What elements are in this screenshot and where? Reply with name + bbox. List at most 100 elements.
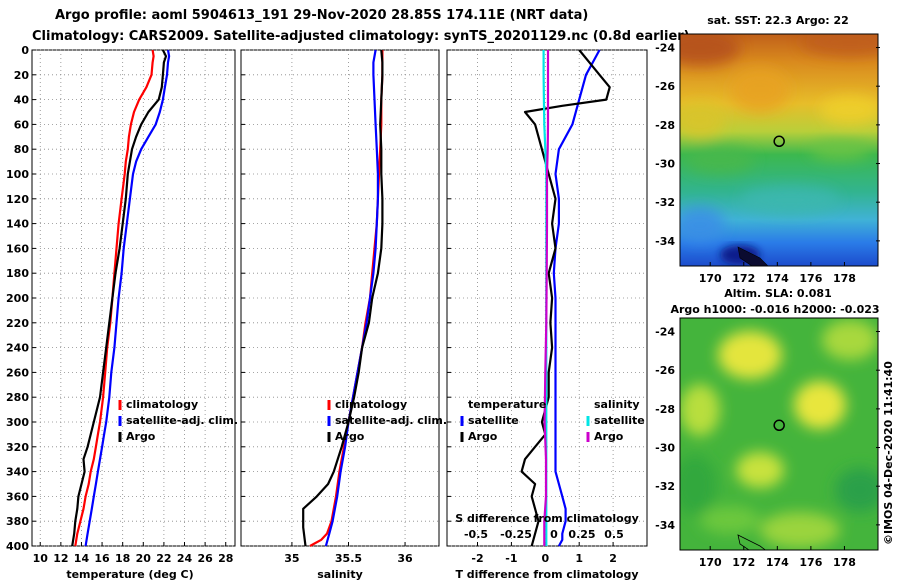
x-tick-label: 14: [74, 552, 90, 565]
sst-lon-ticks: 170 172 174 176 178: [699, 262, 856, 285]
s-tick-label: 0.25: [568, 528, 595, 541]
figure-title-line2: Climatology: CARS2009. Satellite-adjuste…: [32, 29, 690, 44]
x-tick-label: 0: [541, 552, 549, 565]
depth-tick-label: 220: [6, 317, 29, 330]
depth-tick-label: 180: [6, 267, 29, 280]
lat-tick-label: -30: [655, 158, 675, 171]
legend-temp-satellite: satellite: [468, 414, 519, 427]
salinity-xlabel: salinity: [317, 568, 363, 580]
legend-argo: Argo: [335, 430, 365, 443]
temperature-xlabel: temperature (deg C): [66, 568, 193, 580]
x-tick-label: 35: [284, 552, 299, 565]
depth-axis: 0 20 40 60 80 100 120 140 160 180 200 220 240 260 280 3…: [6, 44, 29, 553]
x-tick-label: 36: [397, 552, 413, 565]
lon-tick-label: 176: [799, 556, 822, 569]
temperature-plot-frame: [31, 49, 236, 547]
series-line-satellite-adj-clim-: [84, 49, 171, 547]
depth-tick-label: 40: [14, 94, 30, 107]
argo-location-marker: [773, 419, 785, 432]
depth-tick-label: 340: [6, 466, 29, 479]
x-tick-label: 1: [575, 552, 583, 565]
lat-tick-label: -26: [655, 80, 675, 93]
s-tick-label: -0.5: [464, 528, 488, 541]
sla-lon-ticks: 170 172 174 176 178: [699, 546, 856, 569]
temperature-panel: 10 12 14 16 18 20 22 24 26 28 temperature (deg C)…: [31, 49, 238, 580]
s-difference-label: S difference from climatology: [455, 512, 639, 525]
legend-temp-argo: Argo: [468, 430, 498, 443]
lat-tick-label: -34: [655, 235, 675, 248]
sla-map-frame: [679, 317, 879, 551]
s-tick-label: 0: [550, 528, 558, 541]
s-tick-label: 0.5: [604, 528, 624, 541]
lon-tick-label: 170: [699, 556, 722, 569]
depth-tick-label: 100: [6, 168, 29, 181]
salinity-panel: 35 35.5 36 salinity climatology satellite-…: [240, 49, 447, 580]
x-tick-label: 18: [115, 552, 130, 565]
salinity-x-ticks: 35 35.5 36: [284, 552, 413, 565]
lat-tick-label: -28: [655, 119, 675, 132]
lat-tick-label: -24: [655, 326, 675, 339]
depth-tick-label: 400: [6, 540, 29, 553]
temperature-lines: [71, 49, 171, 547]
depth-tick-label: 320: [6, 441, 29, 454]
x-tick-label: 2: [609, 552, 617, 565]
sla-map-title: Altim. SLA: 0.081: [724, 287, 831, 300]
x-tick-label: 26: [197, 552, 213, 565]
lat-tick-label: -32: [655, 480, 675, 493]
legend-temperature-title: temperature: [468, 398, 546, 411]
series-line-argo: [71, 49, 168, 547]
depth-tick-label: 300: [6, 416, 29, 429]
series-line-temperature-argo: [520, 49, 611, 547]
sst-lat-ticks: -24 -26 -28 -30 -32 -34: [655, 42, 880, 248]
credit-timestamp: ©IMOS 04-Dec-2020 11:41:40: [882, 361, 895, 545]
series-line-temperature-satellite: [552, 49, 601, 547]
x-tick-label: 22: [156, 552, 171, 565]
difference-panel: -2 -1 0 1 2 -0.5 -0.25 0 0.25 0.5 S difference f…: [446, 49, 648, 580]
depth-tick-label: 60: [14, 118, 30, 131]
x-tick-label: 35.5: [335, 552, 362, 565]
x-tick-label: 12: [53, 552, 68, 565]
depth-tick-label: 200: [6, 292, 29, 305]
x-tick-label: 28: [218, 552, 233, 565]
s-tick-label: -0.25: [500, 528, 532, 541]
legend-satellite-adj: satellite-adj. clim.: [335, 414, 447, 427]
depth-tick-label: 160: [6, 242, 29, 255]
legend-sal-satellite: satellite: [594, 414, 645, 427]
x-tick-label: 20: [136, 552, 152, 565]
lon-tick-label: 176: [799, 272, 822, 285]
lon-tick-label: 178: [833, 272, 856, 285]
depth-tick-label: 240: [6, 342, 29, 355]
depth-tick-label: 280: [6, 391, 29, 404]
legend-satellite-adj: satellite-adj. clim.: [126, 414, 238, 427]
series-line-satellite-adj-clim-: [324, 49, 379, 547]
lon-tick-label: 170: [699, 272, 722, 285]
legend-salinity-title: salinity: [594, 398, 640, 411]
legend-climatology: climatology: [335, 398, 407, 411]
coastline: [737, 246, 769, 266]
x-tick-label: -1: [505, 552, 517, 565]
difference-x-ticks: -2 -1 0 1 2: [471, 552, 617, 565]
lat-tick-label: -24: [655, 42, 675, 55]
salinity-lines: [302, 49, 384, 547]
temperature-legend: climatology satellite-adj. clim. Argo: [118, 398, 238, 443]
lat-tick-label: -32: [655, 196, 675, 209]
figure-title-line1: Argo profile: aoml 5904613_191 29-Nov-20…: [55, 8, 588, 23]
salinity-legend: climatology satellite-adj. clim. Argo: [327, 398, 447, 443]
depth-tick-label: 140: [6, 218, 29, 231]
depth-tick-label: 20: [14, 69, 30, 82]
difference-legend: temperature satellite Argo salinity sate…: [460, 398, 645, 443]
lat-tick-label: -28: [655, 403, 675, 416]
sla-map-subtitle: Argo h1000: -0.016 h2000: -0.023: [670, 303, 879, 316]
difference-xlabel: T difference from climatology: [455, 568, 638, 580]
x-tick-label: 16: [94, 552, 110, 565]
depth-tick-label: 120: [6, 193, 29, 206]
depth-tick-label: 380: [6, 515, 29, 528]
legend-climatology: climatology: [126, 398, 198, 411]
x-tick-label: 10: [33, 552, 49, 565]
temperature-grid: [32, 49, 235, 547]
temperature-x-ticks: 10 12 14 16 18 20 22 24 26 28: [33, 552, 234, 565]
sst-map-title: sat. SST: 22.3 Argo: 22: [707, 14, 849, 27]
lat-tick-label: -26: [655, 364, 675, 377]
lon-tick-label: 174: [766, 556, 789, 569]
